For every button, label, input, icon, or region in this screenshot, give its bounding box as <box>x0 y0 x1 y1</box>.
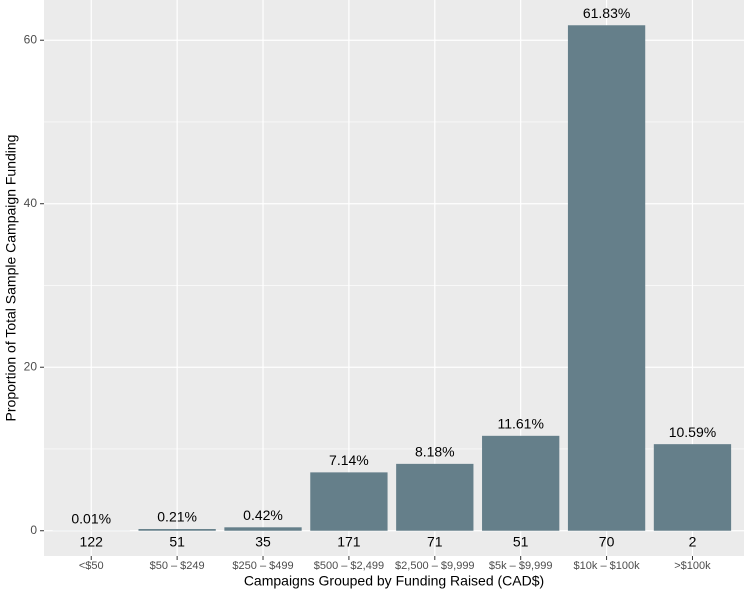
bar <box>567 25 646 531</box>
x-axis-title: Campaigns Grouped by Funding Raised (CAD… <box>244 573 544 589</box>
value-label: 7.14% <box>329 452 369 468</box>
bar <box>482 435 560 531</box>
y-axis-title: Proportion of Total Sample Campaign Fund… <box>3 135 19 422</box>
x-tick-label: $10k – $100k <box>574 560 641 572</box>
value-label: 10.59% <box>669 424 716 440</box>
x-tick-label: $5k – $9,999 <box>489 560 553 572</box>
count-label: 70 <box>599 534 615 550</box>
bar <box>653 444 732 531</box>
x-tick-label: <$50 <box>79 560 104 572</box>
bar <box>310 472 388 531</box>
y-tick-label: 20 <box>24 359 38 373</box>
count-label: 2 <box>689 534 697 550</box>
y-tick-label: 60 <box>24 32 38 46</box>
bar <box>224 527 302 531</box>
value-label: 61.83% <box>583 5 630 21</box>
x-tick-label: >$100k <box>674 560 711 572</box>
value-label: 0.21% <box>157 509 197 525</box>
x-tick-label: $250 – $499 <box>232 560 293 572</box>
x-tick-label: $500 – $2,499 <box>314 560 384 572</box>
x-tick-label: $2,500 – $9,999 <box>395 560 475 572</box>
x-tick-label: $50 – $249 <box>150 560 205 572</box>
y-tick-label: 0 <box>30 523 37 537</box>
y-tick-label: 40 <box>24 196 38 210</box>
count-label: 51 <box>513 534 529 550</box>
bar <box>138 529 216 531</box>
value-label: 0.01% <box>71 510 111 526</box>
count-label: 35 <box>255 534 271 550</box>
count-label: 71 <box>427 534 443 550</box>
count-label: 171 <box>337 534 361 550</box>
value-label: 0.42% <box>243 507 283 523</box>
count-label: 51 <box>169 534 185 550</box>
bar <box>396 463 474 531</box>
value-label: 8.18% <box>415 444 455 460</box>
value-label: 11.61% <box>497 416 543 432</box>
count-label: 122 <box>80 534 104 550</box>
